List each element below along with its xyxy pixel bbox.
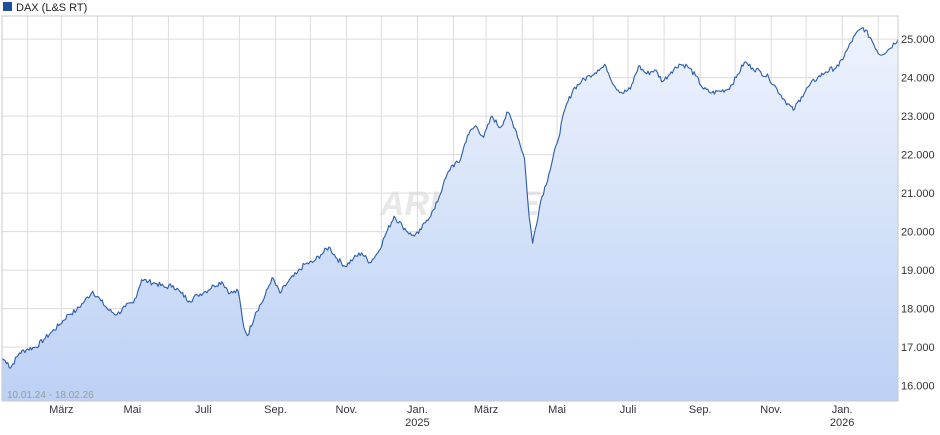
y-tick-label: 18.000 xyxy=(901,304,935,316)
x-tick-label: Jan. xyxy=(832,404,853,416)
x-tick-label: Nov. xyxy=(760,404,782,416)
x-tick-label: Sep. xyxy=(264,404,287,416)
x-tick-year-label: 2026 xyxy=(830,417,854,429)
y-tick-label: 25.000 xyxy=(901,34,935,46)
legend-swatch xyxy=(3,2,12,11)
x-tick-label: Nov. xyxy=(336,404,358,416)
x-tick-label: Juli xyxy=(195,404,212,416)
x-tick-label: Juli xyxy=(620,404,637,416)
y-tick-label: 17.000 xyxy=(901,342,935,354)
y-axis: 16.000 17.000 18.000 19.000 20.000 21.000 22.0… xyxy=(901,34,935,393)
date-range-label: 10.01.24 - 18.02.26 xyxy=(7,390,94,401)
y-tick-label: 22.000 xyxy=(901,150,935,162)
y-tick-label: 21.000 xyxy=(901,188,935,200)
x-tick-label: März xyxy=(474,404,498,416)
series-area xyxy=(2,27,898,401)
x-tick-year-label: 2025 xyxy=(405,417,429,429)
plot-frame xyxy=(1,15,899,402)
legend-label: DAX (L&S RT) xyxy=(16,2,87,14)
x-tick-label: Sep. xyxy=(689,404,712,416)
series-line xyxy=(1,27,899,369)
y-tick-label: 19.000 xyxy=(901,265,935,277)
legend: DAX (L&S RT) xyxy=(3,2,87,14)
y-tick-label: 20.000 xyxy=(901,227,935,239)
x-tick-label: März xyxy=(49,404,73,416)
y-tick-label: 16.000 xyxy=(901,381,935,393)
x-tick-label: Mai xyxy=(123,404,141,416)
x-tick-label: Mai xyxy=(548,404,566,416)
x-tick-label: Jan. xyxy=(407,404,428,416)
y-tick-label: 24.000 xyxy=(901,73,935,85)
y-tick-label: 23.000 xyxy=(901,111,935,123)
